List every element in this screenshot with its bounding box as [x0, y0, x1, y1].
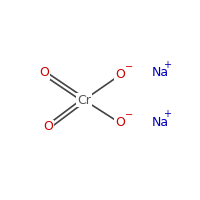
Text: O: O — [39, 66, 49, 79]
Text: Na: Na — [152, 116, 169, 129]
Text: Na: Na — [152, 66, 169, 79]
Text: O: O — [115, 116, 125, 130]
Text: +: + — [163, 109, 171, 119]
Text: O: O — [115, 68, 125, 82]
Text: Cr: Cr — [77, 94, 91, 106]
Text: −: − — [125, 62, 133, 72]
Text: +: + — [163, 60, 171, 70]
Text: −: − — [125, 110, 133, 120]
Text: O: O — [43, 120, 53, 134]
